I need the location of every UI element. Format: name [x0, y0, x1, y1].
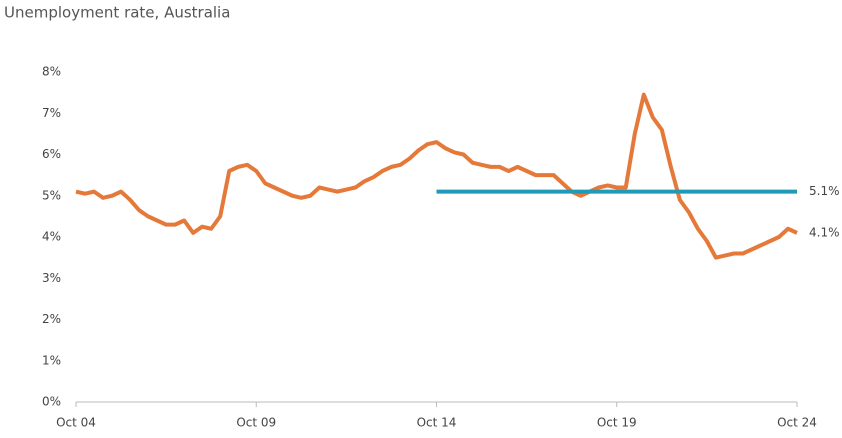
y-tick-label: 0%: [42, 395, 61, 409]
x-tick-label: Oct 14: [417, 416, 457, 430]
chart-title: Unemployment rate, Australia: [4, 4, 230, 22]
y-tick-label: 7%: [42, 106, 61, 120]
end-label: 5.1%: [809, 184, 840, 198]
y-tick-label: 3%: [42, 271, 61, 285]
y-tick-label: 6%: [42, 147, 61, 161]
x-tick-label: Oct 19: [597, 416, 637, 430]
x-tick-label: Oct 04: [56, 416, 96, 430]
line: [75, 92, 798, 260]
y-tick-label: 8%: [42, 65, 61, 79]
x-tick-label: Oct 24: [777, 416, 817, 430]
x-tick-label: Oct 09: [236, 416, 276, 430]
y-tick-label: 1%: [42, 353, 61, 367]
y-tick-label: 4%: [42, 230, 61, 244]
end-label: 4.1%: [809, 225, 840, 239]
y-tick-label: 2%: [42, 312, 61, 326]
y-tick-label: 5%: [42, 188, 61, 202]
